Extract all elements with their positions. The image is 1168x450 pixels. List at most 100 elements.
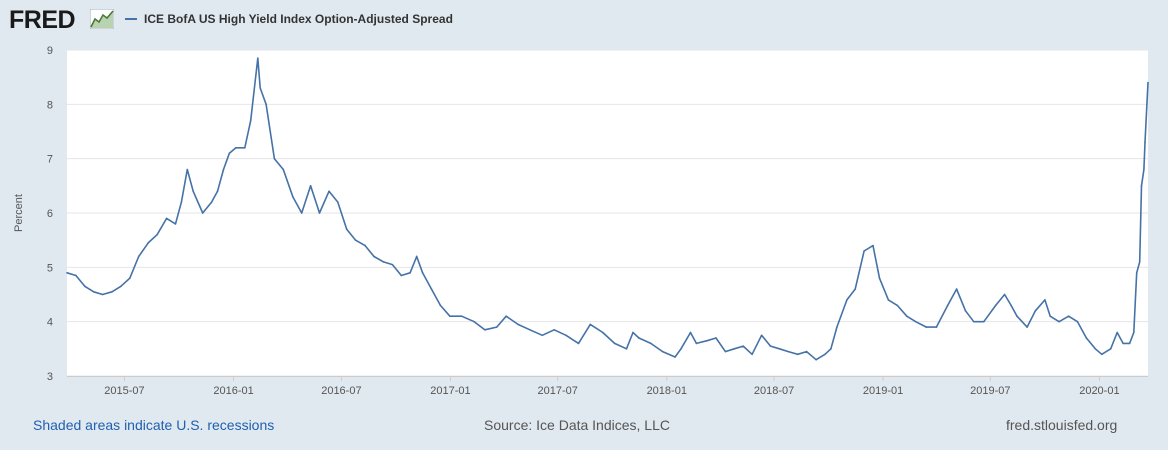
data-point[interactable]: [373, 255, 375, 258]
data-point[interactable]: [120, 285, 122, 288]
data-point[interactable]: [925, 326, 928, 328]
data-point[interactable]: [156, 233, 158, 236]
data-point[interactable]: [259, 87, 262, 89]
data-point[interactable]: [83, 285, 86, 288]
data-point[interactable]: [872, 244, 874, 247]
data-point[interactable]: [769, 345, 772, 347]
data-point[interactable]: [1116, 331, 1118, 334]
data-point[interactable]: [409, 271, 411, 274]
data-point[interactable]: [1132, 331, 1135, 334]
data-point[interactable]: [787, 350, 790, 353]
fred-url-link[interactable]: fred.stlouisfed.org: [1006, 417, 1118, 433]
data-point[interactable]: [210, 201, 213, 203]
data-point[interactable]: [92, 290, 95, 293]
data-point[interactable]: [174, 223, 177, 225]
data-point[interactable]: [541, 334, 544, 337]
data-point[interactable]: [460, 315, 463, 318]
data-point[interactable]: [345, 228, 348, 231]
data-point[interactable]: [778, 348, 781, 350]
data-point[interactable]: [192, 190, 195, 193]
series-line[interactable]: [66, 57, 1149, 361]
data-point[interactable]: [282, 168, 285, 171]
data-point[interactable]: [180, 201, 183, 203]
data-point[interactable]: [751, 353, 753, 356]
data-point[interactable]: [473, 320, 475, 323]
data-point[interactable]: [955, 288, 958, 290]
data-point[interactable]: [201, 212, 204, 214]
data-point[interactable]: [946, 304, 949, 307]
data-point[interactable]: [235, 147, 237, 149]
data-point[interactable]: [228, 152, 231, 155]
data-point[interactable]: [111, 290, 113, 293]
data-point[interactable]: [994, 304, 997, 307]
data-point[interactable]: [222, 168, 225, 171]
data-point[interactable]: [824, 353, 826, 356]
data-point[interactable]: [836, 326, 838, 328]
data-point[interactable]: [577, 342, 580, 345]
data-point[interactable]: [638, 337, 640, 339]
data-point[interactable]: [983, 320, 985, 323]
data-point[interactable]: [495, 326, 498, 328]
data-point[interactable]: [905, 315, 908, 318]
data-point[interactable]: [1122, 342, 1124, 345]
data-point[interactable]: [1094, 348, 1097, 350]
data-point[interactable]: [382, 261, 385, 263]
data-point[interactable]: [553, 329, 555, 331]
data-point[interactable]: [1049, 315, 1052, 318]
data-point[interactable]: [1044, 299, 1046, 301]
data-point[interactable]: [186, 168, 189, 171]
data-point[interactable]: [805, 350, 808, 353]
data-point[interactable]: [449, 315, 451, 318]
data-point[interactable]: [1067, 315, 1070, 318]
data-point[interactable]: [243, 147, 246, 149]
data-point[interactable]: [137, 255, 140, 258]
data-point[interactable]: [75, 274, 77, 277]
data-point[interactable]: [421, 271, 424, 274]
data-point[interactable]: [517, 323, 519, 326]
data-point[interactable]: [674, 356, 676, 358]
data-point[interactable]: [972, 320, 975, 323]
data-point[interactable]: [695, 342, 698, 345]
data-point[interactable]: [1026, 326, 1028, 328]
data-point[interactable]: [854, 288, 857, 290]
data-point[interactable]: [589, 323, 592, 326]
data-point[interactable]: [1058, 320, 1060, 323]
data-point[interactable]: [101, 293, 104, 296]
data-point[interactable]: [318, 212, 321, 214]
fred-logo[interactable]: FRED: [9, 6, 76, 34]
data-point[interactable]: [265, 103, 267, 106]
data-point[interactable]: [147, 242, 149, 244]
data-point[interactable]: [391, 263, 394, 266]
data-point[interactable]: [505, 315, 507, 318]
data-point[interactable]: [1147, 81, 1149, 84]
data-point[interactable]: [815, 358, 817, 361]
data-point[interactable]: [742, 345, 745, 347]
data-point[interactable]: [1076, 320, 1079, 323]
data-point[interactable]: [257, 57, 259, 59]
data-point[interactable]: [354, 239, 357, 241]
data-point[interactable]: [565, 334, 567, 337]
data-point[interactable]: [632, 331, 634, 334]
data-point[interactable]: [661, 350, 664, 353]
data-point[interactable]: [863, 250, 865, 252]
data-point[interactable]: [601, 331, 604, 334]
data-point[interactable]: [846, 299, 848, 301]
data-point[interactable]: [337, 201, 339, 203]
recession-note-link[interactable]: Shaded areas indicate U.S. recessions: [33, 417, 275, 433]
data-point[interactable]: [1140, 185, 1143, 187]
data-point[interactable]: [887, 299, 890, 301]
data-point[interactable]: [914, 320, 917, 323]
data-point[interactable]: [1135, 271, 1138, 274]
data-point[interactable]: [1138, 261, 1141, 263]
data-point[interactable]: [878, 277, 881, 280]
data-point[interactable]: [613, 342, 616, 345]
data-point[interactable]: [760, 334, 763, 337]
data-point[interactable]: [706, 339, 708, 342]
data-point[interactable]: [364, 244, 366, 247]
data-point[interactable]: [1143, 168, 1145, 171]
data-point[interactable]: [1100, 353, 1103, 356]
data-point[interactable]: [689, 331, 692, 334]
data-point[interactable]: [400, 274, 403, 277]
data-point[interactable]: [273, 157, 276, 160]
